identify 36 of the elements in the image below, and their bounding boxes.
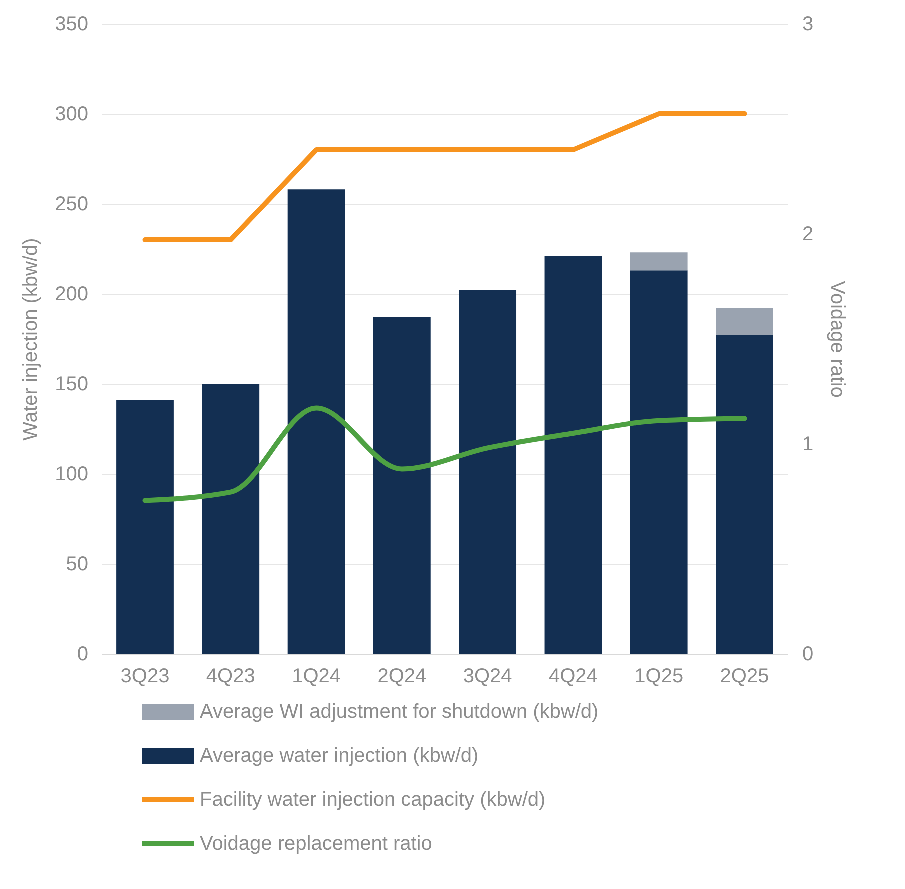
x-tick-label: 4Q23 [206, 666, 256, 688]
x-tick-label: 2Q25 [720, 666, 770, 688]
bar [373, 317, 431, 654]
bar [288, 190, 346, 654]
legend-label: Facility water injection capacity (kbw/d) [200, 789, 546, 811]
bar [716, 308, 774, 336]
bar [116, 400, 174, 654]
y2-tick-label: 0 [802, 644, 814, 666]
bar [630, 270, 688, 654]
y2-tick-label: 1 [802, 434, 814, 456]
bar [544, 256, 602, 654]
bar [630, 252, 688, 271]
y-tick-label: 100 [55, 464, 88, 486]
y-axis-title: Water injection (kbw/d) [20, 238, 42, 441]
bar [202, 384, 260, 654]
y-tick-label: 200 [55, 284, 88, 306]
y-tick-label: 0 [77, 644, 88, 666]
x-tick-label: 3Q24 [463, 666, 512, 688]
x-tick-label: 3Q23 [120, 666, 170, 688]
y-tick-label: 300 [55, 104, 88, 126]
bar [459, 290, 517, 654]
legend-label: Average water injection (kbw/d) [200, 745, 479, 767]
x-tick-label: 4Q24 [548, 666, 598, 688]
bar [716, 335, 774, 654]
legend-label: Average WI adjustment for shutdown (kbw/d) [200, 701, 599, 723]
legend-label: Voidage replacement ratio [200, 833, 432, 855]
y-tick-label: 250 [55, 194, 88, 216]
y2-tick-label: 3 [802, 14, 814, 36]
x-tick-label: 2Q24 [378, 666, 427, 688]
y-tick-label: 350 [55, 14, 88, 36]
x-tick-label: 1Q24 [292, 666, 342, 688]
y-tick-label: 150 [55, 374, 88, 396]
y-tick-label: 50 [66, 554, 88, 576]
x-tick-label: 1Q25 [634, 666, 684, 688]
y2-axis-title: Voidage ratio [826, 281, 849, 398]
y2-tick-label: 2 [802, 224, 814, 246]
